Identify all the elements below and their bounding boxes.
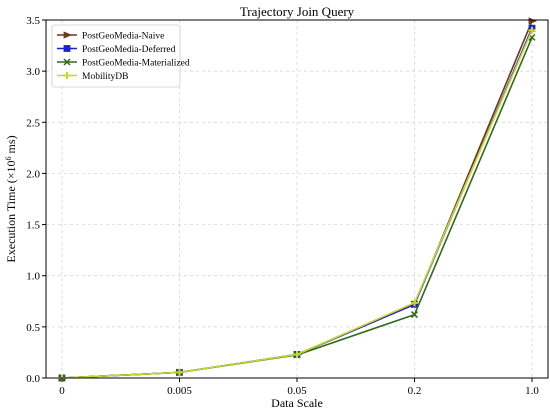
y-tick-label: 2.5 bbox=[26, 117, 40, 129]
y-axis-title-exponent: 6 bbox=[4, 156, 13, 160]
y-tick-label: 2.0 bbox=[26, 168, 40, 180]
y-tick-label: 0.5 bbox=[26, 322, 40, 334]
plus-marker bbox=[63, 72, 71, 79]
y-axis: 0.0 0.5 1.0 1.5 2.0 2.5 3.0 3.5 bbox=[26, 15, 46, 385]
x-tick-label: 1.0 bbox=[525, 385, 539, 397]
legend-label: PostGeoMedia-Deferred bbox=[82, 44, 176, 55]
x-tick-label: 0 bbox=[59, 385, 65, 397]
plus-marker bbox=[176, 368, 183, 376]
y-tick-label: 1.0 bbox=[26, 271, 40, 283]
legend-label: PostGeoMedia-Naive bbox=[82, 32, 164, 42]
y-axis-title-suffix: ms) bbox=[4, 135, 18, 156]
x-axis-title: Data Scale bbox=[271, 396, 323, 410]
plus-marker bbox=[411, 299, 418, 307]
plus-marker bbox=[293, 350, 301, 358]
legend-item: PostGeoMedia-Naive bbox=[57, 31, 164, 42]
legend-box bbox=[51, 24, 181, 88]
square-marker bbox=[63, 45, 71, 52]
series-mobilitydb bbox=[58, 26, 536, 382]
y-tick-label: 3.0 bbox=[26, 66, 40, 78]
y-axis-title-prefix: Execution Time ( bbox=[4, 179, 18, 262]
chart-title: Trajectory Join Query bbox=[240, 4, 355, 19]
y-axis-title: Execution Time (×106 ms) bbox=[4, 135, 19, 262]
x-axis: 0 0.005 0.05 0.2 1.0 bbox=[59, 378, 539, 397]
y-axis-title-multiplier: ×10 bbox=[4, 160, 18, 179]
triangle-marker bbox=[63, 31, 73, 39]
legend: PostGeoMedia-Naive PostGeoMedia-Deferred P… bbox=[51, 24, 190, 88]
x-tick-label: 0.05 bbox=[287, 385, 307, 397]
legend-item: PostGeoMedia-Materialized bbox=[57, 58, 190, 69]
x-marker bbox=[410, 311, 419, 319]
plus-marker bbox=[528, 26, 536, 34]
legend-item: PostGeoMedia-Deferred bbox=[57, 44, 176, 55]
x-tick-label: 0.005 bbox=[167, 385, 192, 397]
legend-item: MobilityDB bbox=[57, 72, 128, 82]
legend-label: MobilityDB bbox=[82, 72, 128, 82]
legend-label: PostGeoMedia-Materialized bbox=[82, 59, 190, 69]
y-tick-label: 0.0 bbox=[26, 373, 40, 385]
x-marker bbox=[63, 58, 71, 66]
y-tick-label: 1.5 bbox=[26, 220, 40, 232]
triangle-marker bbox=[528, 17, 538, 25]
x-tick-label: 0.2 bbox=[408, 385, 422, 397]
y-tick-label: 3.5 bbox=[26, 15, 40, 27]
